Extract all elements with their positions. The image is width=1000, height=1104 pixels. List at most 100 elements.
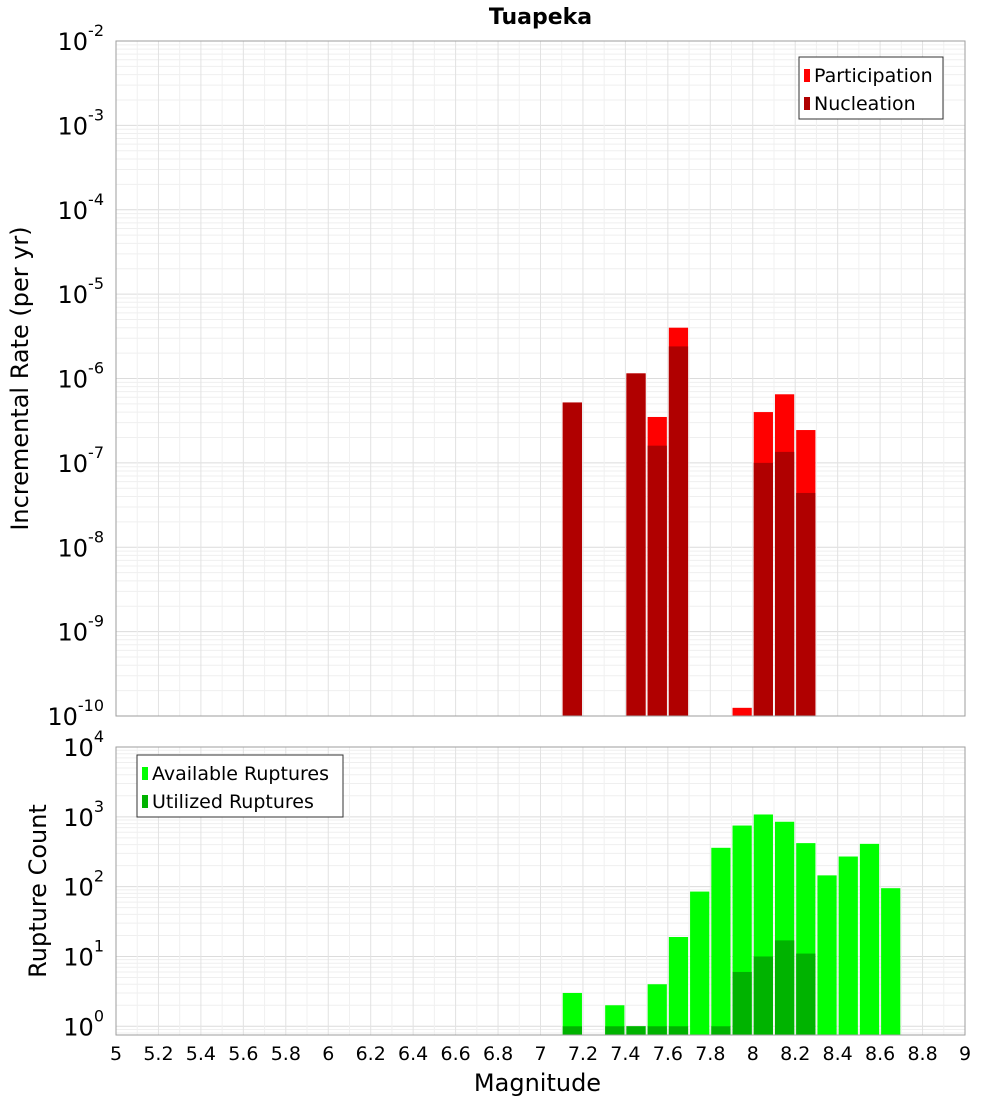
panel-1-y-tick-label: 10-6 [58,359,105,394]
y-tick-exponent: -4 [88,190,104,209]
x-tick-label: 8.6 [865,1043,895,1065]
panel-2-bar-available-ruptures [647,984,667,1035]
panel-2-bar-available-ruptures [711,847,731,1035]
panel-1-y-tick-label: 10-4 [58,190,105,225]
panel-2-y-axis-label: Rupture Count [24,804,52,978]
x-tick-label: 6.8 [483,1043,513,1065]
y-tick-exponent: -10 [78,696,104,715]
x-tick-label: 6.4 [398,1043,428,1065]
y-tick-exponent: -8 [88,527,104,546]
panel-2-bar-utilized-ruptures [668,1026,689,1035]
panel-2-plot-frame [115,746,966,1036]
panel-2-bar-utilized-ruptures [626,1026,646,1035]
y-tick-base: 10 [58,534,89,562]
panel-1-bar-nucleation [626,373,646,716]
x-tick-label: 8 [747,1043,759,1065]
panel-2-bar-utilized-ruptures [753,956,773,1035]
panel-2-bar-available-ruptures [690,891,710,1035]
y-tick-exponent: -7 [88,443,104,462]
x-tick-label: 5.6 [228,1043,258,1065]
panel-2-bar-available-ruptures [881,888,901,1035]
panel-1-y-axis-label: Incremental Rate (per yr) [6,226,34,530]
panel-2-bar-available-ruptures [817,875,837,1035]
panel-1-legend-swatch [804,97,810,110]
y-tick-base: 10 [47,703,78,731]
panel-1-y-tick-label: 10-3 [58,105,105,140]
y-tick-exponent: 3 [94,797,104,816]
panel-2-y-tick-label: 101 [63,936,104,971]
panel-1-legend-swatch [804,69,810,82]
y-tick-base: 10 [63,1013,94,1041]
panel-2-bar-available-ruptures [859,843,880,1035]
panel-2-legend-swatch [142,767,148,780]
y-tick-base: 10 [63,734,94,762]
y-tick-base: 10 [58,281,89,309]
x-tick-label: 6.2 [356,1043,386,1065]
panel-2-y-tick-label: 102 [63,867,104,902]
panel-2-bar-utilized-ruptures [732,971,752,1035]
x-tick-label: 8.2 [780,1043,810,1065]
panel-1-bar-nucleation [668,346,689,716]
panel-1-bar-nucleation [796,492,816,716]
panel-2-bar-utilized-ruptures [647,1026,667,1035]
x-tick-label: 5.4 [186,1043,216,1065]
panel-2-bar-utilized-ruptures [711,1026,731,1035]
panel-1-bar-participation [732,707,752,716]
x-tick-label: 8.8 [907,1043,937,1065]
panel-1-bar-nucleation [562,402,582,716]
panel-1-legend-box [798,56,944,120]
panel-2-legend-swatch [142,795,148,808]
y-tick-exponent: -5 [88,274,104,293]
panel-1-bar-nucleation [774,451,795,716]
x-tick-label: 7.8 [695,1043,725,1065]
panel-2-y-tick-label: 103 [63,797,104,832]
panel-2-bar-utilized-ruptures [562,1026,582,1035]
x-tick-label: 5 [110,1043,122,1065]
panel-2-bar-utilized-ruptures [774,940,795,1035]
panel-2-y-tick-label: 100 [63,1006,104,1041]
y-tick-exponent: -3 [88,105,104,124]
panel-2-legend-label: Utilized Ruptures [152,791,314,813]
panel-1-legend-label: Participation [814,65,933,87]
y-tick-base: 10 [63,943,94,971]
y-tick-exponent: 0 [94,1006,104,1025]
x-tick-label: 7.4 [610,1043,640,1065]
x-tick-label: 7 [534,1043,546,1065]
y-tick-base: 10 [63,804,94,832]
x-tick-label: 6 [322,1043,334,1065]
y-tick-exponent: -2 [88,21,104,40]
panel-2-y-tick-label: 104 [63,727,104,762]
panel-1-plot-frame [115,40,966,717]
panel-2-legend-label: Available Ruptures [152,763,329,785]
x-tick-label: 6.6 [440,1043,470,1065]
x-tick-label: 9 [959,1043,971,1065]
panel-1-y-tick-label: 10-7 [58,443,105,478]
x-tick-label: 7.2 [568,1043,598,1065]
panel-2-bar-utilized-ruptures [605,1026,625,1035]
panel-2-bar-utilized-ruptures [796,953,816,1035]
x-axis-label: Magnitude [474,1069,601,1097]
y-tick-exponent: -6 [88,359,104,378]
panel-2-bar-available-ruptures [838,856,858,1035]
y-tick-exponent: 2 [94,867,104,886]
panel-1-legend-label: Nucleation [814,93,916,115]
panel-1-bar-nucleation [647,445,667,716]
y-tick-base: 10 [58,619,89,647]
y-tick-base: 10 [58,28,89,56]
panel-1-y-tick-label: 10-8 [58,527,105,562]
panel-1-y-tick-label: 10-10 [47,696,104,731]
panel-1-y-tick-label: 10-5 [58,274,105,309]
panel-1-y-tick-label: 10-9 [58,612,105,647]
panel-1-bar-nucleation [753,462,773,716]
x-tick-label: 7.6 [653,1043,683,1065]
panel-2-bar-available-ruptures [562,992,582,1035]
y-tick-base: 10 [63,874,94,902]
panel-1-y-tick-label: 10-2 [58,21,105,56]
x-tick-label: 5.8 [271,1043,301,1065]
y-tick-exponent: -9 [88,612,104,631]
panel-2-bar-available-ruptures [668,936,689,1035]
y-tick-exponent: 1 [94,936,104,955]
y-tick-base: 10 [58,450,89,478]
